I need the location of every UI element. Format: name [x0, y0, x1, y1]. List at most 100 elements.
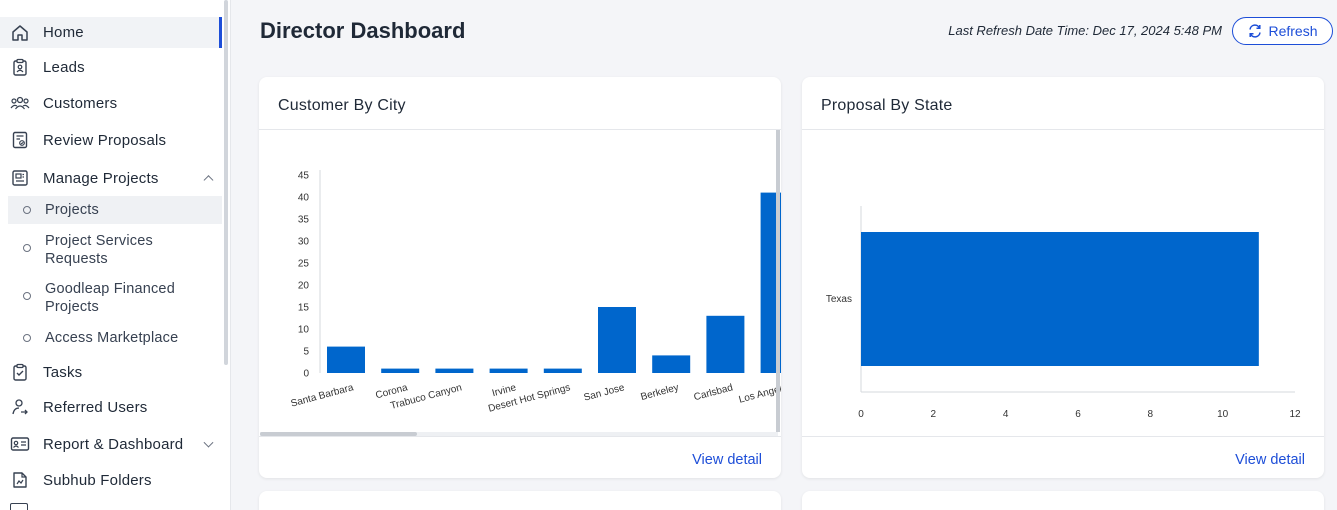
- y-tick-label: 10: [298, 325, 310, 336]
- sidebar-item-referred-users[interactable]: Referred Users: [0, 392, 222, 422]
- x-tick-label: Santa Barbara: [290, 382, 356, 409]
- sidebar-item-label: Home: [43, 24, 84, 41]
- sidebar-item-customers[interactable]: Customers: [0, 88, 222, 118]
- sidebar-subitem-projects[interactable]: Projects: [8, 196, 222, 224]
- card-divider: [259, 129, 781, 130]
- card-footer: View detail: [802, 436, 1324, 478]
- bar: [435, 368, 474, 373]
- last-refresh-text: Last Refresh Date Time: Dec 17, 2024 5:4…: [948, 23, 1222, 38]
- x-tick-label: 4: [1003, 409, 1009, 420]
- y-tick-label: 20: [298, 281, 310, 292]
- bar: [327, 346, 365, 373]
- customer-by-city-card: Customer By City 0 5 10 15 20 25 30 35 40 45 Santa…: [259, 77, 781, 478]
- sidebar-item-subhub-folders[interactable]: Subhub Folders: [0, 465, 222, 495]
- bar: [489, 368, 528, 373]
- scrollbar-thumb[interactable]: [260, 432, 417, 436]
- sidebar-item-label: Referred Users: [43, 398, 148, 416]
- sidebar-subitem-label: Access Marketplace: [45, 330, 179, 346]
- chart-horizontal-scrollbar[interactable]: [260, 432, 778, 436]
- refresh-button[interactable]: Refresh: [1232, 17, 1333, 45]
- bar: [543, 368, 582, 373]
- sidebar-item-review-proposals[interactable]: Review Proposals: [0, 125, 222, 155]
- sidebar-item-label: Leads: [43, 58, 85, 76]
- sidebar-subitem-project-services-requests[interactable]: Project Services Requests: [8, 232, 222, 270]
- circle-bullet-icon: [23, 334, 31, 342]
- sidebar-item-report-dashboard[interactable]: Report & Dashboard: [0, 429, 222, 459]
- sidebar-subitem-label: Project Services Requests: [45, 233, 153, 267]
- sidebar-item-leads[interactable]: Leads: [0, 52, 222, 82]
- view-detail-link[interactable]: View detail: [692, 452, 762, 468]
- card-title: Proposal By State: [821, 97, 953, 114]
- sidebar-item-home[interactable]: Home: [0, 17, 222, 48]
- y-tick-label: 25: [298, 259, 310, 270]
- projects-icon: [10, 168, 30, 188]
- users-icon: [10, 93, 30, 113]
- sidebar-subitem-access-marketplace[interactable]: Access Marketplace: [8, 329, 222, 349]
- proposal-by-state-chart: COUNTTexas024681012: [826, 206, 1301, 420]
- proposal-icon: [10, 130, 30, 150]
- sidebar-item-label: Review Proposals: [43, 131, 167, 149]
- proposal-by-state-card: Proposal By State COUNTTexas024681012 Vi…: [802, 77, 1324, 478]
- card-footer: View detail: [259, 436, 781, 478]
- sidebar-item-label: Customers: [43, 94, 118, 112]
- bar: [652, 355, 691, 373]
- refresh-icon: [1249, 24, 1262, 38]
- report-icon: [10, 434, 30, 454]
- x-tick-label: Carlsbad: [693, 382, 735, 403]
- sidebar-item-label: Subhub Folders: [43, 471, 152, 489]
- chart-vertical-scrollbar[interactable]: [776, 130, 780, 432]
- y-tick-label: 45: [298, 171, 310, 182]
- clipboard-icon: [10, 57, 30, 77]
- sidebar-item-label: Tasks: [43, 363, 83, 381]
- page-title: Director Dashboard: [260, 18, 466, 43]
- view-detail-link[interactable]: View detail: [1235, 452, 1305, 468]
- sidebar-scrollbar[interactable]: [224, 0, 228, 365]
- sidebar-item-tasks[interactable]: Tasks: [0, 357, 222, 387]
- sidebar: Home Leads Customers Review Proposals Ma: [0, 0, 231, 510]
- home-icon: [10, 23, 30, 43]
- x-tick-label: 6: [1075, 409, 1081, 420]
- sidebar-item-manage-projects[interactable]: Manage Projects: [0, 163, 222, 193]
- x-tick-label: 12: [1289, 409, 1301, 420]
- x-tick-label: 0: [858, 409, 864, 420]
- lower-right-card: [802, 491, 1324, 510]
- bar: [706, 315, 745, 373]
- x-tick-label: Los Angele: [738, 382, 781, 406]
- y-tick-label: Texas: [826, 294, 852, 305]
- circle-bullet-icon: [23, 244, 31, 252]
- x-tick-label: 2: [931, 409, 937, 420]
- x-tick-label: 8: [1148, 409, 1154, 420]
- sidebar-subitem-label: Projects: [45, 202, 99, 218]
- bar: [861, 232, 1259, 366]
- referred-user-icon: [10, 397, 30, 417]
- y-tick-label: 35: [298, 215, 310, 226]
- y-tick-label: 30: [298, 237, 310, 248]
- card-divider: [802, 129, 1324, 130]
- y-tick-label: 5: [303, 347, 309, 358]
- x-tick-label: San Jose: [583, 382, 627, 404]
- sidebar-subitem-goodleap-financed-projects[interactable]: Goodleap Financed Projects: [8, 280, 222, 318]
- refresh-label: Refresh: [1268, 23, 1318, 39]
- tasks-icon: [10, 362, 30, 382]
- sidebar-item-cutoff-icon: [10, 503, 28, 510]
- circle-bullet-icon: [23, 206, 31, 214]
- y-tick-label: 15: [298, 303, 310, 314]
- sidebar-item-label: Report & Dashboard: [43, 435, 184, 453]
- x-tick-label: Berkeley: [640, 382, 680, 403]
- lower-left-card: [259, 491, 781, 510]
- folder-icon: [10, 470, 30, 490]
- y-tick-label: 40: [298, 193, 310, 204]
- chevron-down-icon[interactable]: [203, 437, 214, 448]
- circle-bullet-icon: [23, 292, 31, 300]
- card-title: Customer By City: [278, 97, 406, 114]
- x-tick-label: 10: [1217, 409, 1229, 420]
- sidebar-item-label: Manage Projects: [43, 169, 159, 187]
- bar: [598, 307, 636, 373]
- bar: [381, 368, 420, 373]
- chevron-up-icon[interactable]: [203, 175, 214, 186]
- bar: [760, 192, 781, 373]
- y-tick-label: 0: [303, 369, 309, 380]
- sidebar-subitem-label: Goodleap Financed Projects: [45, 281, 175, 315]
